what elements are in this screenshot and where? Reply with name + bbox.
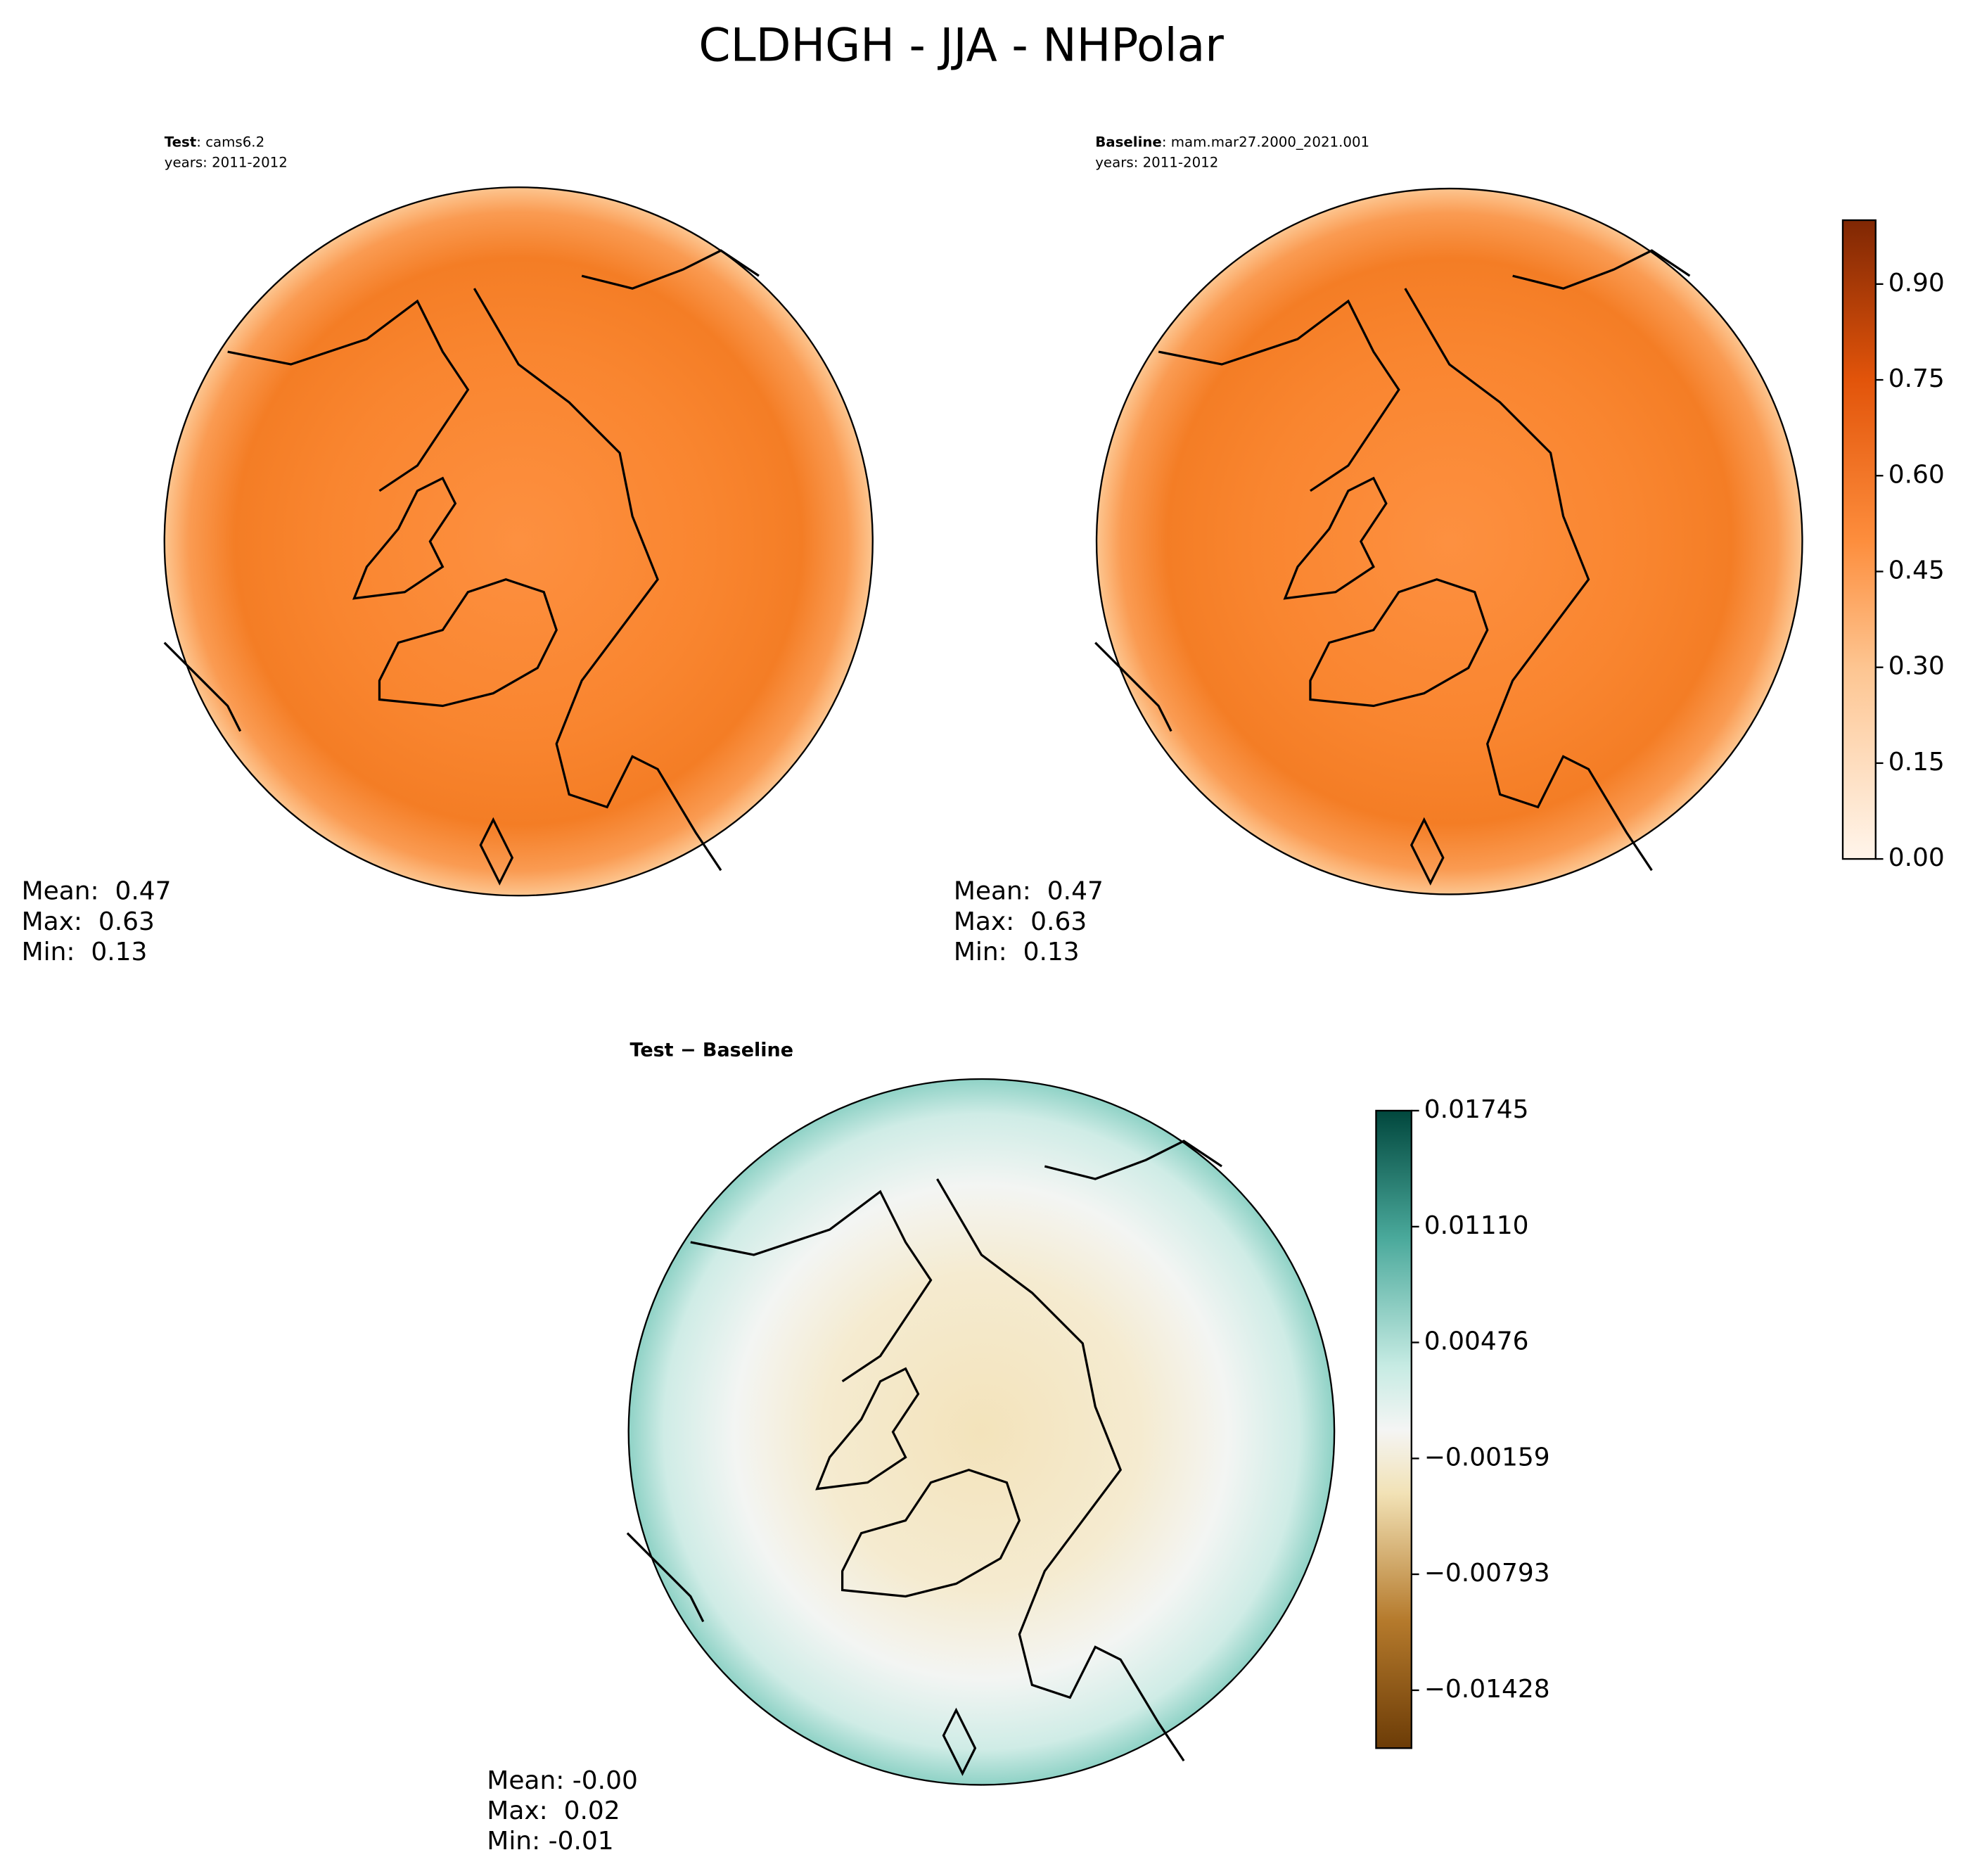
stat: Max: 0.63 — [954, 907, 1087, 936]
colorbar-tick-label: 0.60 — [1888, 460, 1945, 489]
stat: Min: -0.01 — [487, 1827, 613, 1856]
stat: Max: 0.02 — [487, 1797, 620, 1825]
colorbar-tick-label: 0.01110 — [1424, 1211, 1529, 1240]
stat: Mean: -0.00 — [487, 1766, 638, 1795]
panel-label-text: : cams6.2 — [196, 134, 264, 151]
colorbar-tick-label: −0.00159 — [1424, 1443, 1550, 1472]
panel-label: Baseline: mam.mar27.2000_2021.001 — [1095, 134, 1369, 151]
figure-title: CLDHGH - JJA - NHPolar — [698, 19, 1224, 72]
panel-label: Test: cams6.2 — [165, 134, 264, 151]
colorbar-tick-label: 0.30 — [1888, 652, 1945, 681]
map-disc — [163, 186, 874, 897]
panel-label: Test − Baseline — [630, 1040, 794, 1061]
stat: Min: 0.13 — [954, 938, 1080, 966]
colorbar-tick-label: 0.90 — [1888, 269, 1945, 298]
colorbar-tick-label: 0.01745 — [1424, 1095, 1529, 1124]
panel-years: years: 2011-2012 — [165, 154, 288, 170]
colorbar-tick-label: 0.45 — [1888, 556, 1945, 585]
stat: Max: 0.63 — [22, 907, 155, 936]
colorbar-tick-label: −0.00793 — [1424, 1559, 1550, 1588]
stat: Mean: 0.47 — [954, 877, 1104, 906]
stat: Mean: 0.47 — [22, 877, 172, 906]
colorbar-tick-label: 0.15 — [1888, 748, 1945, 777]
colorbar-tick-label: −0.01428 — [1424, 1675, 1550, 1704]
colorbar-tick-label: 0.75 — [1888, 364, 1945, 393]
colorbar-tick-label: 0.00476 — [1424, 1327, 1529, 1355]
map-disc — [1095, 187, 1803, 895]
stat: Min: 0.13 — [22, 938, 148, 966]
colorbar-tick-label: 0.00 — [1888, 843, 1945, 872]
panel-label-text: : mam.mar27.2000_2021.001 — [1162, 134, 1369, 151]
panel-label-bold: Test — [165, 134, 196, 151]
panel-years: years: 2011-2012 — [1095, 154, 1218, 170]
map-disc — [627, 1078, 1336, 1786]
colorbar — [1841, 219, 1877, 860]
colorbar — [1375, 1109, 1412, 1749]
panel-label-bold: Baseline — [1095, 134, 1162, 151]
